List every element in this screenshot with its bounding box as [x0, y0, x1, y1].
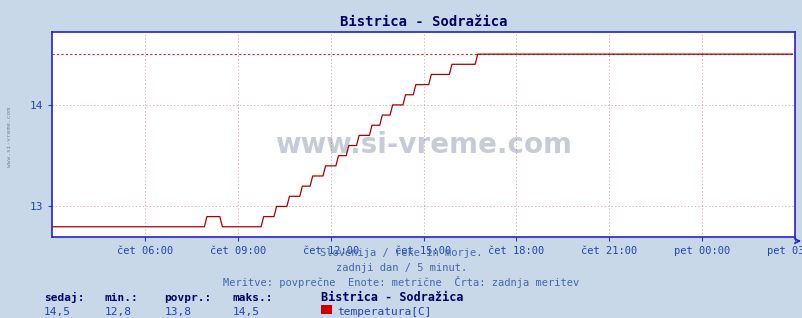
Text: temperatura[C]: temperatura[C]: [337, 307, 431, 317]
Text: Meritve: povprečne  Enote: metrične  Črta: zadnja meritev: Meritve: povprečne Enote: metrične Črta:…: [223, 276, 579, 288]
Text: 14,5: 14,5: [233, 307, 260, 317]
Text: sedaj:: sedaj:: [44, 293, 84, 303]
Text: Slovenija / reke in morje.: Slovenija / reke in morje.: [320, 248, 482, 258]
Text: maks.:: maks.:: [233, 294, 273, 303]
Text: www.si-vreme.com: www.si-vreme.com: [7, 107, 12, 167]
Text: 14,5: 14,5: [44, 307, 71, 317]
Text: Bistrica - Sodražica: Bistrica - Sodražica: [321, 292, 463, 304]
Text: www.si-vreme.com: www.si-vreme.com: [275, 131, 571, 159]
Title: Bistrica - Sodražica: Bistrica - Sodražica: [339, 15, 507, 29]
Text: min.:: min.:: [104, 294, 138, 303]
Text: povpr.:: povpr.:: [164, 294, 212, 303]
Text: zadnji dan / 5 minut.: zadnji dan / 5 minut.: [335, 263, 467, 273]
Text: 13,8: 13,8: [164, 307, 192, 317]
Text: 12,8: 12,8: [104, 307, 132, 317]
